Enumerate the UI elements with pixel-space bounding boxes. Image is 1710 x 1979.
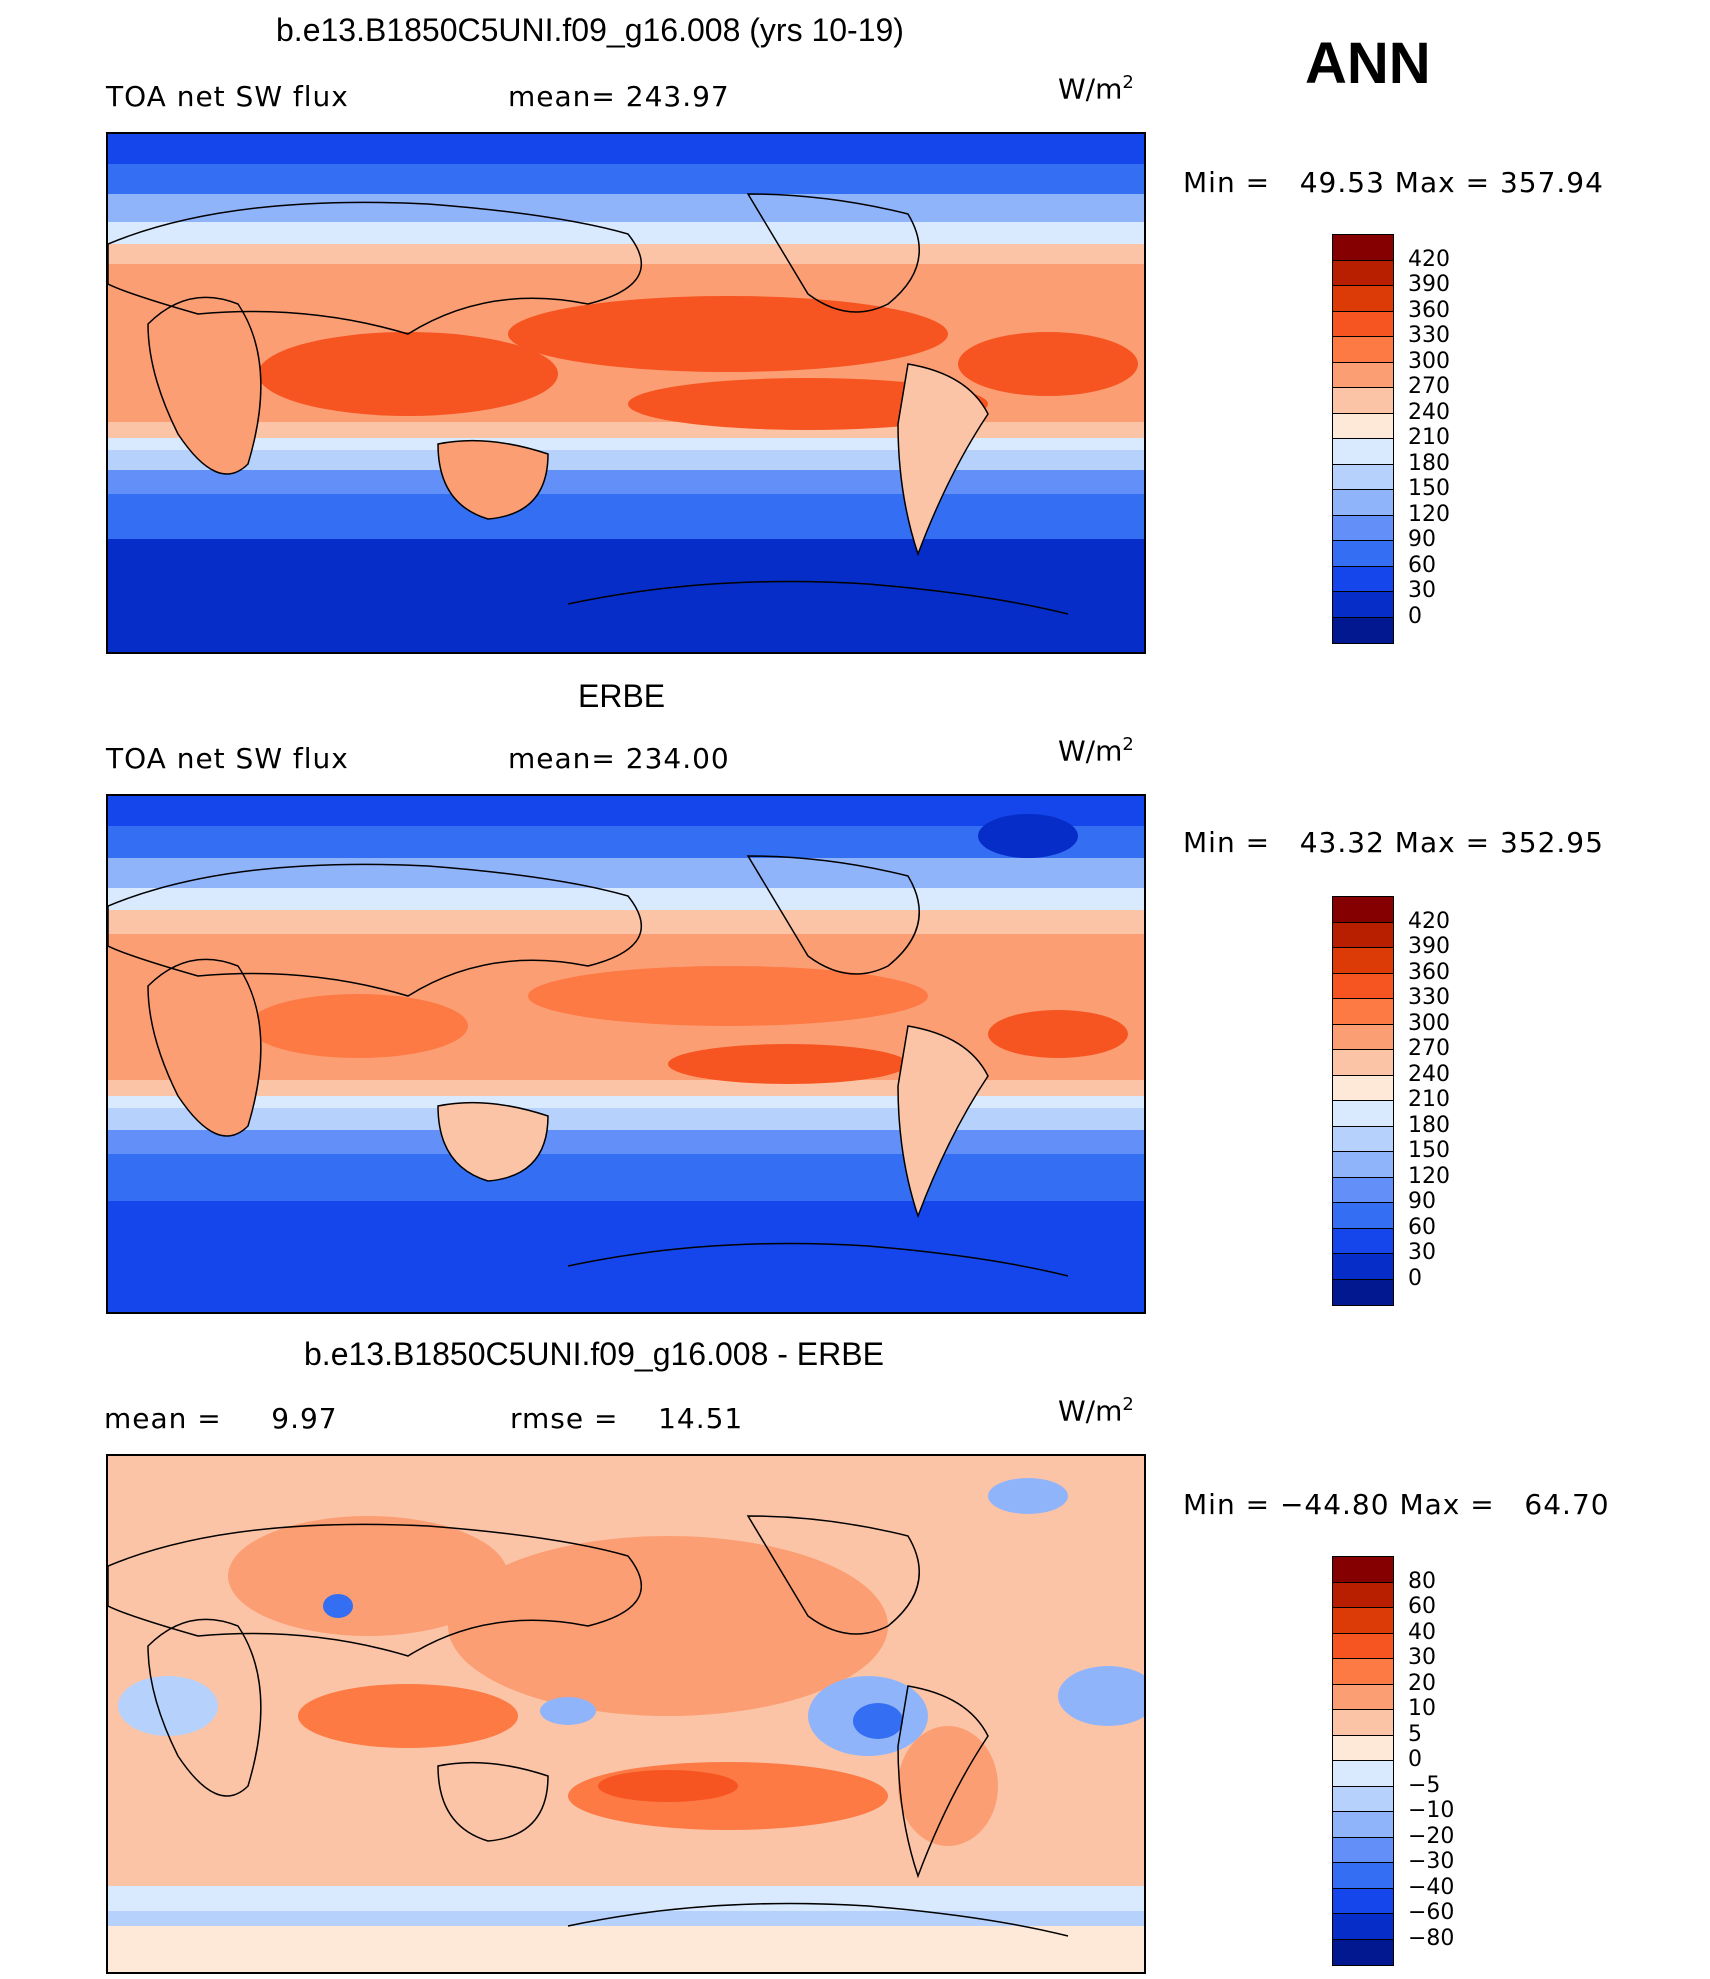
panel-3-units: W/m2 [1058, 1394, 1134, 1428]
colorbar-tick-label: 0 [1408, 1265, 1422, 1291]
colorbar-tick-label: 0 [1408, 603, 1422, 629]
colorbar-tick-label: 150 [1408, 1138, 1450, 1163]
colorbar-tick-label: 5 [1408, 1721, 1422, 1747]
colorbar-tick-label: −30 [1408, 1849, 1455, 1874]
panel-2-title: ERBE [578, 678, 666, 714]
colorbar-tick-label: 180 [1408, 1112, 1450, 1138]
panel-2-min-max: Min = 43.32 Max = 352.95 [1183, 826, 1604, 859]
colorbar-tick-label: 360 [1408, 959, 1450, 985]
colorbar-tick-label: 90 [1408, 1189, 1436, 1214]
colorbar-tick-label: 210 [1408, 425, 1450, 450]
panel-2-map [106, 794, 1146, 1314]
colorbar-tick-label: 10 [1408, 1696, 1436, 1721]
panel-2-colorbar [1332, 896, 1394, 1306]
colorbar-tick-label: 390 [1408, 272, 1450, 297]
panel-1-title: b.e13.B1850C5UNI.f09_g16.008 (yrs 10-19) [276, 12, 904, 48]
panel-2-variable-label: TOA net SW flux [106, 742, 349, 775]
colorbar-tick-label: −10 [1408, 1798, 1455, 1823]
colorbar-tick-label: 420 [1408, 908, 1450, 934]
colorbar-tick-label: 150 [1408, 476, 1450, 501]
colorbar-tick-label: 60 [1408, 1214, 1436, 1240]
colorbar-tick-label: 90 [1408, 527, 1436, 552]
colorbar-tick-label: 300 [1408, 348, 1450, 374]
colorbar-tick-label: 240 [1408, 399, 1450, 425]
colorbar-tick-label: 390 [1408, 934, 1450, 959]
colorbar-tick-label: 60 [1408, 552, 1436, 578]
colorbar-tick-label: 300 [1408, 1010, 1450, 1036]
panel-1-min-max: Min = 49.53 Max = 357.94 [1183, 166, 1604, 199]
colorbar-tick-label: −80 [1408, 1925, 1455, 1951]
colorbar-tick-label: 60 [1408, 1594, 1436, 1619]
colorbar-tick-label: 30 [1408, 578, 1436, 603]
colorbar-tick-label: 20 [1408, 1670, 1436, 1696]
colorbar-tick-label: 0 [1408, 1747, 1422, 1772]
colorbar-tick-label: −60 [1408, 1900, 1455, 1925]
colorbar-tick-label: −5 [1408, 1772, 1441, 1798]
colorbar-tick-label: 80 [1408, 1568, 1436, 1594]
panel-1-map [106, 132, 1146, 654]
colorbar-tick-label: 330 [1408, 985, 1450, 1010]
colorbar-tick-label: 30 [1408, 1240, 1436, 1265]
panel-1-mean-label: mean= 243.97 [508, 80, 730, 113]
panel-1-colorbar [1332, 234, 1394, 644]
panel-3-mean-label: mean = 9.97 [104, 1402, 338, 1435]
colorbar-tick-label: 330 [1408, 323, 1450, 348]
season-label: ANN [1305, 31, 1431, 96]
colorbar-tick-label: 30 [1408, 1645, 1436, 1670]
panel-2-mean-label: mean= 234.00 [508, 742, 730, 775]
colorbar-tick-label: 120 [1408, 1163, 1450, 1189]
colorbar-tick-label: 270 [1408, 1036, 1450, 1061]
colorbar-tick-label: −40 [1408, 1874, 1455, 1900]
panel-1-map-field [108, 134, 1144, 652]
colorbar-tick-label: −20 [1408, 1823, 1455, 1849]
panel-3-title: b.e13.B1850C5UNI.f09_g16.008 - ERBE [304, 1336, 884, 1372]
colorbar-tick-label: 270 [1408, 374, 1450, 399]
colorbar-tick-label: 40 [1408, 1619, 1436, 1645]
colorbar-tick-label: 120 [1408, 501, 1450, 527]
panel-1-units: W/m2 [1058, 72, 1134, 106]
colorbar-tick-label: 210 [1408, 1087, 1450, 1112]
colorbar-tick-label: 240 [1408, 1061, 1450, 1087]
colorbar-tick-label: 180 [1408, 450, 1450, 476]
panel-3-map [106, 1454, 1146, 1974]
panel-1-variable-label: TOA net SW flux [106, 80, 349, 113]
panel-3-colorbar [1332, 1556, 1394, 1966]
panel-3-min-max: Min = −44.80 Max = 64.70 [1183, 1488, 1610, 1521]
panel-3-rmse-label: rmse = 14.51 [510, 1402, 744, 1435]
panel-2-units: W/m2 [1058, 734, 1134, 768]
colorbar-tick-label: 420 [1408, 246, 1450, 272]
panel-2-map-field [108, 796, 1144, 1312]
colorbar-tick-label: 360 [1408, 297, 1450, 323]
panel-3-map-field [108, 1456, 1144, 1972]
